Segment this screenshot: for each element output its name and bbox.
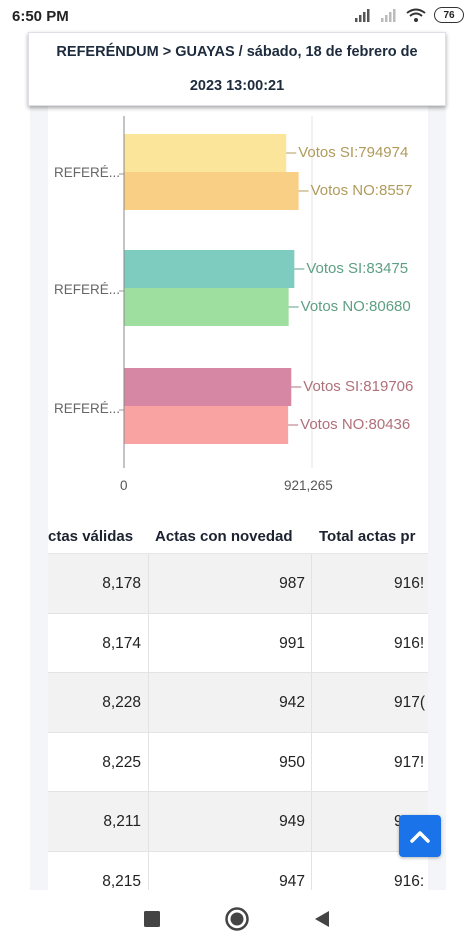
category-label-1: REFERÉ...: [54, 165, 121, 180]
cell-actas-novedad: 947: [279, 872, 305, 890]
table-row: 8,174 991 916!: [48, 613, 428, 673]
status-time: 6:50 PM: [12, 7, 69, 25]
battery-icon: 76: [434, 7, 464, 23]
table-row: 8,178 987 916!: [48, 554, 428, 614]
column-separator: [148, 613, 149, 672]
bar-no-1: [124, 172, 299, 210]
signal-icon: [355, 9, 370, 22]
cell-actas-novedad: 950: [279, 753, 305, 771]
column-separator: [311, 673, 312, 732]
column-separator: [311, 554, 312, 613]
cell-actas-validas: 8,174: [102, 634, 141, 652]
triangle-back-icon: [314, 911, 329, 927]
bar-si-1: [124, 134, 287, 172]
table-row: 8,228 942 917(: [48, 673, 428, 733]
breadcrumb-line-2: 2023 13:00:21: [189, 78, 285, 94]
status-bar: 6:50 PM 76: [0, 0, 474, 32]
status-icons: 76: [354, 7, 464, 23]
chart-canvas: [119, 116, 313, 468]
breadcrumb-header: REFERÉNDUM > GUAYAS / sábado, 18 de febr…: [28, 32, 446, 106]
content-panel: Votos SI:794974 Votos NO:8557 REFERÉ... Vot…: [48, 106, 428, 896]
cell-actas-novedad: 942: [279, 694, 305, 711]
cell-actas-validas: 8,225: [102, 753, 141, 771]
column-separator: [148, 554, 149, 613]
bar-label-no-1: Votos NO:8557: [310, 182, 413, 199]
header-actas-novedad[interactable]: Actas con novedad: [155, 528, 293, 545]
cell-actas-validas: 8,211: [103, 813, 141, 830]
wifi-icon: [406, 8, 426, 22]
column-separator: [148, 673, 149, 732]
bar-si-2: [124, 250, 295, 288]
column-separator: [148, 851, 149, 896]
scroll-to-top-button[interactable]: [399, 815, 441, 857]
category-label-3: REFERÉ...: [54, 401, 121, 416]
cell-total-actas: 917!: [394, 753, 425, 771]
table-row: 8,215 947 916:: [48, 851, 428, 896]
header-actas-validas[interactable]: ctas válidas: [48, 528, 134, 545]
cell-actas-validas: 8,215: [102, 872, 141, 890]
bar-label-si-2: Votos SI:83475: [306, 260, 409, 277]
column-separator: [311, 613, 312, 672]
signal-icon-2: [381, 9, 396, 22]
chevron-up-icon: [410, 831, 430, 843]
table-header: ctas válidas Actas con novedad Total act…: [48, 520, 428, 554]
home-button[interactable]: [222, 904, 252, 934]
bar-si-3: [124, 368, 292, 406]
results-bar-chart: Votos SI:794974 Votos NO:8557 REFERÉ... Vot…: [48, 106, 428, 516]
column-separator: [148, 792, 149, 851]
cell-total-actas: 916:: [394, 872, 425, 890]
cell-actas-validas: 8,228: [102, 694, 141, 711]
table-body: 8,178 987 916! 8,174 991 916! 8,228 942 917(8,22…: [48, 554, 428, 896]
column-separator: [311, 792, 312, 851]
column-separator: [311, 732, 312, 791]
table-row: 8,225 950 917!: [48, 732, 428, 792]
left-gutter: [0, 32, 30, 890]
x-tick-label-1: 921,265: [284, 478, 333, 493]
x-tick-label-0: 0: [120, 478, 128, 493]
column-separator: [148, 732, 149, 791]
right-gutter: [446, 32, 474, 890]
cell-total-actas: 917(: [394, 694, 426, 711]
cell-actas-novedad: 991: [279, 634, 305, 652]
square-icon: [144, 911, 161, 927]
breadcrumb-line-1: REFERÉNDUM > GUAYAS / sábado, 18 de febr…: [56, 44, 418, 60]
cell-actas-novedad: 949: [279, 813, 305, 830]
circle-icon: [225, 907, 249, 931]
bar-label-no-2: Votos NO:80680: [300, 298, 411, 315]
actas-table: ctas válidas Actas con novedad Total act…: [48, 520, 428, 896]
header-total-actas[interactable]: Total actas pr: [319, 528, 416, 545]
bar-no-3: [124, 406, 289, 444]
bar-label-si-3: Votos SI:819706: [303, 378, 414, 395]
cell-total-actas: 916!: [394, 634, 425, 652]
category-label-2: REFERÉ...: [54, 282, 121, 297]
bar-no-2: [124, 288, 289, 326]
bar-label-no-3: Votos NO:80436: [300, 416, 411, 433]
back-button[interactable]: [307, 904, 337, 934]
system-nav-bar: [0, 890, 474, 948]
cell-actas-validas: 8,178: [102, 575, 141, 592]
bar-label-si-1: Votos SI:794974: [298, 144, 409, 161]
cell-actas-novedad: 987: [279, 575, 305, 592]
cell-total-actas: 916!: [394, 575, 425, 592]
column-separator: [311, 851, 312, 896]
table-row: 8,211949916: [48, 792, 428, 852]
recent-apps-button[interactable]: [137, 904, 167, 934]
